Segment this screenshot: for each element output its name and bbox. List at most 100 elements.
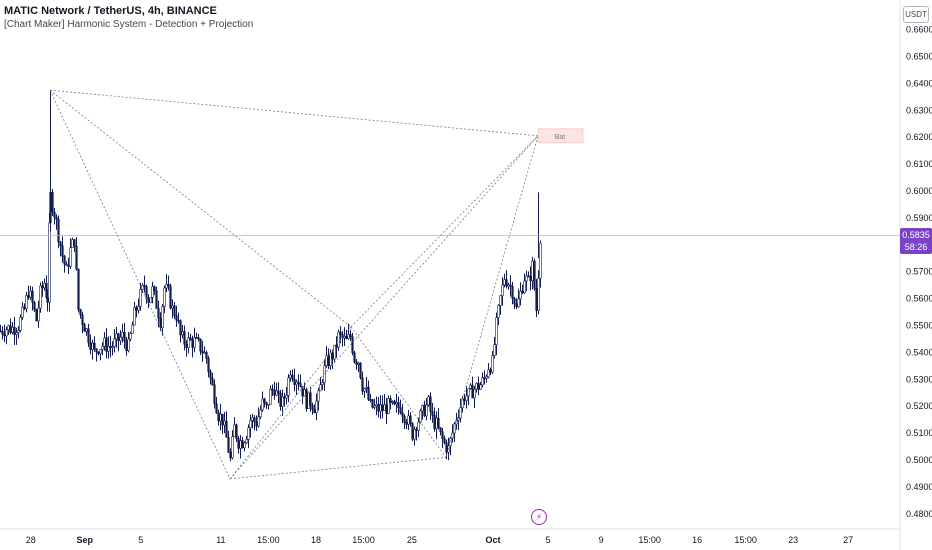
candle-body [195,337,198,339]
candle-body [393,400,396,405]
price-tick-label: 0.6500 [906,52,932,62]
time-tick-label: 9 [599,535,604,545]
candle-body [203,352,206,354]
candle-body [165,283,168,289]
candle-body [531,260,534,282]
candle-body [267,404,270,406]
candle-body [309,392,312,406]
candle-body [317,390,320,402]
candle-body [445,442,448,453]
candle-body [307,392,310,409]
candle-body [457,417,460,421]
candle-body [371,399,374,408]
candle-body [311,404,314,410]
candle-body [133,307,136,326]
candle-body [5,329,8,337]
candle-body [441,431,444,439]
candle-body [217,412,220,422]
candle-body [337,331,340,348]
candle-body [17,330,20,333]
candle-body [29,290,32,298]
candle-body [119,336,122,342]
indicator-title[interactable]: [Chart Maker] Harmonic System - Detectio… [4,19,254,30]
candle-body [493,344,496,357]
candle-body [163,287,166,307]
candle-body [199,338,202,352]
candle-body [46,297,49,303]
candle-body [331,352,334,360]
candle-body [479,384,482,390]
candle-body [529,276,532,282]
candle-body [273,389,276,396]
currency-unit-label[interactable]: USDT [903,6,929,23]
candle-body [347,334,350,339]
candle-body [503,279,506,286]
candle-body [189,337,192,341]
candle-body [0,330,2,333]
candle-body [11,326,14,333]
candle-body [533,260,536,289]
candle-body [449,437,452,447]
candle-body [235,424,238,439]
time-tick-label: Oct [486,535,501,545]
candle-body [171,305,174,309]
time-tick-label: 5 [138,535,143,545]
candle-body [31,290,34,303]
pattern-line [229,135,539,480]
candle-body [91,342,94,350]
bat-pattern-label: Bat [555,134,566,141]
price-tick-label: 0.6200 [906,132,932,142]
candle-body [365,386,368,389]
candle-body [397,402,400,408]
candle-body [257,416,260,427]
candle-body [23,306,26,309]
candle-body [259,409,262,418]
candle-body [297,381,300,384]
pattern-line [49,89,352,328]
candle-body [485,376,488,379]
pattern-line [229,456,447,480]
candle-body [287,377,290,396]
candle-body [25,295,28,309]
candle-body [425,404,428,417]
candle-body [301,386,304,397]
price-tick-label: 0.6400 [906,78,932,88]
candle-body [249,419,252,429]
candle-body [77,268,80,310]
candle-body [465,395,468,402]
candle-body [413,429,416,440]
candle-body [93,342,96,350]
candle-body [417,421,420,431]
candle-body [113,338,116,347]
candle-body [39,285,42,309]
candle-body [281,396,284,407]
candle-body [67,265,70,267]
candle-body [535,288,538,311]
symbol-title[interactable]: MATIC Network / TetherUS, 4h, BINANCE [4,5,217,17]
lightning-icon[interactable]: ⚡ [531,509,547,525]
chart-header: MATIC Network / TetherUS, 4h, BINANCE [C… [4,4,253,32]
candle-body [409,415,412,424]
candle-body [101,345,104,350]
candle-body [313,409,316,414]
candle-body [181,331,184,336]
candle-body [253,417,256,423]
candle-body [515,303,518,308]
candle-body [193,337,196,348]
candle-body [303,389,306,397]
bar-countdown: 58:26 [904,242,928,252]
candle-body [59,241,62,247]
candle-body [33,302,36,310]
candle-body [451,432,454,439]
candle-body [329,352,332,367]
candle-body [201,350,204,354]
candle-body [491,355,494,373]
candle-body [61,245,64,257]
time-tick-label: 27 [843,535,853,545]
candle-body [87,328,90,343]
candle-body [237,438,240,449]
candle-body [283,396,286,399]
candle-body [389,398,392,403]
candle-body [211,377,214,386]
